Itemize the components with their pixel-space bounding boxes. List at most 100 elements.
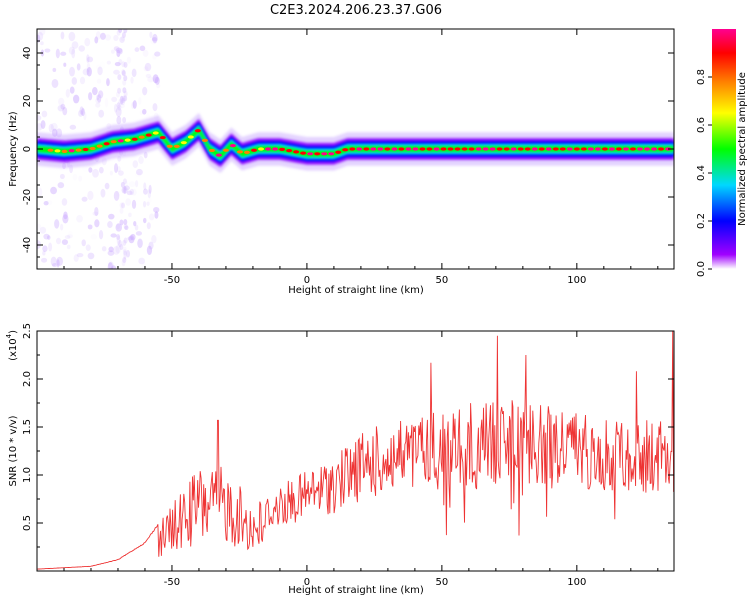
spectrogram-noise-cell [98, 109, 105, 118]
spectrogram-noise-cell [63, 73, 68, 80]
spectrogram-core-cell [159, 135, 166, 140]
spectrogram-noise-cell [107, 250, 115, 256]
spectrogram-noise-cell [135, 172, 141, 177]
spectrogram-noise-cell [113, 190, 120, 201]
spectrogram-noise-cell [116, 102, 121, 109]
spectrogram-noise-cell [121, 70, 126, 77]
spectrogram-noise-cell [40, 120, 46, 129]
spectrogram-core-cell [180, 141, 187, 145]
spectrogram-noise-cell [59, 173, 65, 180]
spectrogram-noise-cell [110, 233, 117, 238]
spectrogram-noise-cell [98, 166, 104, 174]
spectrogram-noise-cell [139, 110, 144, 116]
spectrogram-noise-cell [152, 74, 159, 84]
spectrogram-y-tick-label: 40 [22, 47, 33, 60]
snr-y-tick-label: 2.5 [22, 323, 33, 339]
spectrogram-noise-cell [108, 261, 114, 269]
spectrogram-noise-cell [60, 51, 67, 56]
spectrogram-noise-cell [154, 76, 160, 85]
spectrogram-noise-cell [133, 220, 137, 227]
spectrogram-noise-cell [98, 90, 104, 99]
spectrogram-noise-cell [92, 211, 99, 216]
spectrogram-noise-cell [143, 188, 148, 195]
spectrogram-noise-cell [107, 262, 113, 269]
spectrogram-noise-cell [69, 66, 75, 77]
spectrogram-core-cell [75, 148, 82, 152]
spectrogram-noise-cell [107, 221, 113, 229]
spectrogram-noise-cell [91, 234, 97, 240]
spectrogram-core-cell [475, 147, 482, 151]
spectrogram-noise-cell [121, 202, 126, 209]
spectrogram-noise-cell [76, 63, 81, 71]
spectrogram-core-cell [559, 147, 566, 151]
spectrogram-noise-cell [118, 58, 123, 65]
spectrogram-core-cell [89, 146, 96, 151]
spectrogram-noise-cell [130, 76, 134, 84]
spectrogram-noise-cell [69, 86, 75, 94]
spectrogram-noise-cell [119, 95, 124, 105]
spectrogram-noise-cell [122, 248, 127, 255]
snr-x-tick-label: 50 [436, 577, 449, 588]
spectrogram-noise-cell [121, 186, 126, 193]
colorbar-tick-label: 0.0 [696, 261, 707, 277]
spectrogram-core-cell [468, 147, 475, 151]
spectrogram-noise-cell [121, 259, 126, 267]
spectrogram-noise-cell [152, 33, 158, 44]
snr-scale-prefix: (x10 [8, 338, 19, 361]
spectrogram-noise-cell [127, 236, 134, 241]
spectrogram-noise-cell [51, 263, 58, 268]
spectrogram-core-cell [166, 144, 173, 148]
spectrogram-noise-cell [56, 256, 64, 266]
spectrogram-core-cell [328, 152, 335, 156]
colorbar-ticks: 0.0 0.2 0.4 0.6 0.8 [696, 69, 712, 277]
spectrogram-noise-cell [47, 235, 51, 240]
spectrogram-noise-cell [113, 103, 118, 113]
spectrogram-noise-cell [113, 69, 120, 75]
spectrogram-noise-cell [143, 182, 147, 191]
snr-xlabel: Height of straight line (km) [288, 585, 424, 596]
spectrogram-noise-cell [123, 218, 128, 225]
spectrogram-noise-cell [37, 123, 43, 131]
colorbar-label: Normalized spectral amplitude [737, 72, 748, 226]
snr-y-tick-label: 2.0 [22, 371, 33, 387]
spectrogram-noise-cell [42, 245, 48, 252]
snr-panel: -50 0 50 100 0.5 1.0 1.5 2.0 2.5 Height of strai… [5, 323, 675, 596]
spectrogram-core-cell [68, 149, 75, 153]
spectrogram-noise-cell [94, 36, 99, 44]
spectrogram-x-tick-label: -50 [164, 275, 180, 286]
spectrogram-noise-cell [57, 104, 65, 112]
spectrogram-core-cell [173, 144, 180, 149]
spectrogram-core-cell [54, 149, 61, 153]
spectrogram-noise-cell [113, 46, 120, 52]
snr-scale-suffix: ) [8, 330, 19, 334]
spectrogram-noise-cell [138, 257, 146, 265]
colorbar-tick-label: 0.4 [696, 165, 707, 181]
spectrogram-noise-cell [154, 211, 159, 219]
spectrogram-noise-cell [71, 77, 78, 85]
spectrogram-noise-cell [119, 207, 124, 214]
snr-x-tick-label: 0 [304, 577, 310, 588]
spectrogram-core-cell [103, 142, 110, 146]
spectrogram-noise-cell [97, 94, 102, 103]
colorbar-gradient [712, 29, 736, 269]
spectrogram-core-cell [573, 147, 580, 151]
spectrogram-noise-cell [42, 250, 46, 256]
spectrogram-noise-cell [91, 216, 97, 220]
spectrogram-core-cell [391, 147, 398, 151]
spectrogram-core-cell [552, 147, 559, 151]
spectrogram-noise-cell [122, 249, 127, 256]
spectrogram-noise-cell [111, 49, 115, 54]
spectrogram-noise-cell [78, 175, 83, 182]
spectrogram-noise-cell [121, 32, 126, 39]
spectrogram-noise-cell [119, 219, 124, 226]
spectrogram-noise-cell [58, 97, 65, 106]
spectrogram-noise-cell [37, 115, 42, 121]
spectrogram-noise-cell [154, 51, 161, 57]
snr-ticks: -50 0 50 100 0.5 1.0 1.5 2.0 2.5 [22, 323, 674, 588]
spectrogram-core-cell [138, 135, 145, 139]
spectrogram-noise-cell [43, 233, 50, 240]
spectrogram-noise-cell [54, 219, 60, 229]
spectrogram-core-cell [286, 149, 293, 153]
spectrogram-noise-cell [121, 97, 126, 104]
